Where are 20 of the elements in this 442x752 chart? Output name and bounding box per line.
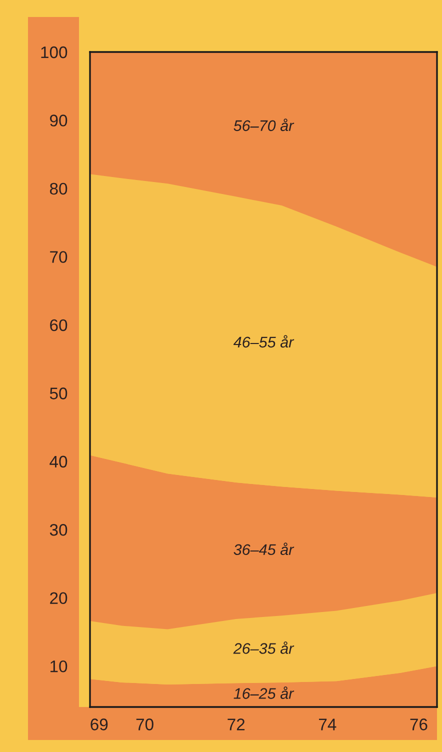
- y-tick-label: 90: [50, 114, 68, 126]
- x-tick-label: 74: [319, 718, 336, 730]
- series-label: 26–35 år: [233, 641, 294, 654]
- series-label: 56–70 år: [234, 118, 294, 132]
- y-tick-label: 40: [50, 456, 68, 468]
- x-tick-label: 70: [136, 718, 154, 730]
- series-label: 36–45 år: [234, 542, 294, 556]
- x-tick-label: 76: [410, 718, 428, 730]
- y-tick-label: 80: [50, 182, 68, 195]
- series-label: 46–55 år: [233, 335, 294, 348]
- x-tick-label: 72: [228, 718, 245, 730]
- y-tick-label: 60: [50, 319, 68, 332]
- y-tick-label: 100: [41, 46, 68, 58]
- y-tick-label: 30: [50, 524, 68, 536]
- y-tick-label: 50: [50, 388, 68, 400]
- series-label: 16–25 år: [234, 686, 294, 699]
- x-tick-label: 69: [90, 718, 108, 730]
- y-tick-label: 10: [50, 660, 68, 672]
- y-tick-label: 70: [50, 251, 68, 263]
- y-tick-label: 20: [50, 592, 68, 604]
